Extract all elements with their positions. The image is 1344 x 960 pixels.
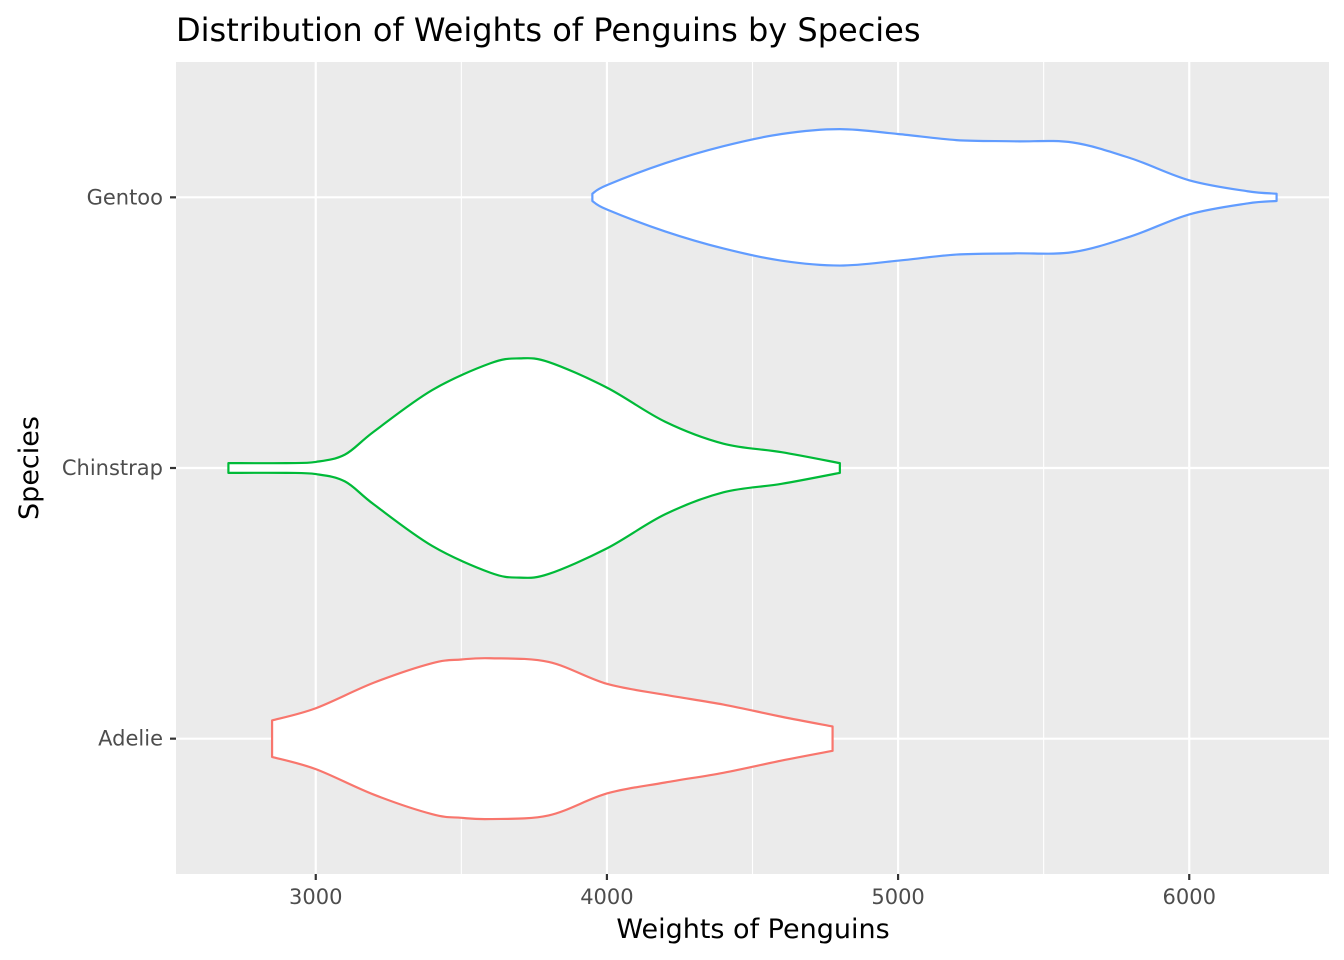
x-axis-title: Weights of Penguins [616,914,889,945]
y-tick-label: Adelie [98,727,163,751]
violin-gentoo [591,128,1278,267]
y-tick-label: Chinstrap [62,456,163,480]
x-tick-label: 6000 [1163,885,1216,909]
x-tick-label: 3000 [289,885,342,909]
violins [227,128,1278,821]
violin-chinstrap [227,357,841,579]
y-tick-label: Gentoo [87,185,163,209]
x-tick-label: 4000 [580,885,633,909]
y-axis: Adelie Chinstrap Gentoo [62,185,176,751]
x-tick-label: 5000 [871,885,924,909]
y-axis-title: Species [14,416,45,520]
chart-title: Distribution of Weights of Penguins by S… [176,11,921,49]
x-axis: 3000 4000 5000 6000 [289,874,1216,909]
violin-adelie [270,657,834,821]
